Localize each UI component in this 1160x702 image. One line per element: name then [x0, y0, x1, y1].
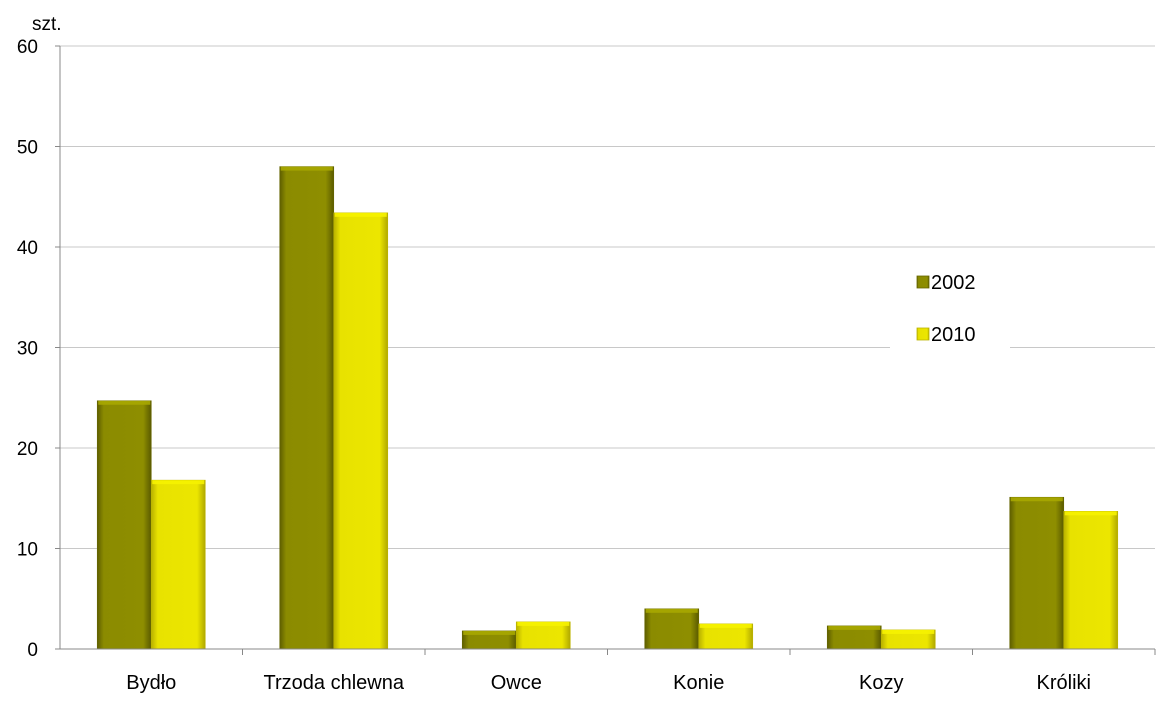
bar-bevel [828, 625, 881, 630]
bar-2002-0 [96, 400, 152, 650]
legend-box [890, 262, 1010, 348]
bar-2002-1 [279, 166, 335, 650]
bar-2010-3 [698, 623, 754, 650]
x-tick-label: Trzoda chlewna [264, 672, 405, 694]
y-tick-label: 10 [17, 540, 38, 561]
bar-2010-0 [150, 479, 206, 650]
bar-bevel [334, 212, 387, 217]
x-tick-label: Króliki [1037, 672, 1091, 694]
bar-2002-3 [644, 608, 700, 650]
y-tick-label: 60 [17, 37, 38, 58]
x-tick-label: Kozy [859, 672, 903, 694]
bar-2002-5 [1009, 496, 1065, 650]
legend-swatch-2002 [916, 275, 930, 289]
bar-bevel [645, 608, 698, 613]
bar-2010-5 [1063, 511, 1119, 650]
y-tick-label: 0 [27, 640, 38, 661]
y-tick-label: 50 [17, 138, 38, 159]
bar-bevel [517, 621, 570, 626]
legend-label-2002: 2002 [931, 272, 976, 294]
x-tick-label: Bydło [126, 672, 176, 694]
bar-bevel [699, 623, 752, 628]
bar-bevel [98, 400, 151, 405]
y-tick-label: 30 [17, 339, 38, 360]
bar-bevel [463, 630, 516, 635]
gridlines [60, 45, 1155, 549]
y-tick-label: 20 [17, 439, 38, 460]
legend: 2002 2010 [890, 262, 1010, 348]
bar-bevel [280, 166, 333, 171]
x-tick-label: Konie [673, 672, 724, 694]
y-axis-label: szt. [32, 14, 62, 35]
bar-bevel [1010, 497, 1063, 502]
y-tick-label: 40 [17, 238, 38, 259]
legend-label-2010: 2010 [931, 324, 976, 346]
bar-2010-2 [515, 621, 571, 650]
bar-bevel [152, 480, 205, 485]
bar-bevel [1064, 511, 1117, 516]
tick-labels: 0 10 20 30 40 50 60 Bydło Trzoda chlewna Owce Koni… [17, 37, 1091, 694]
legend-swatch-2010 [916, 327, 930, 341]
axes [55, 45, 1156, 655]
x-tick-label: Owce [491, 672, 542, 694]
bar-2010-1 [333, 212, 389, 650]
bar-bevel [882, 629, 935, 634]
bars [96, 166, 1119, 650]
